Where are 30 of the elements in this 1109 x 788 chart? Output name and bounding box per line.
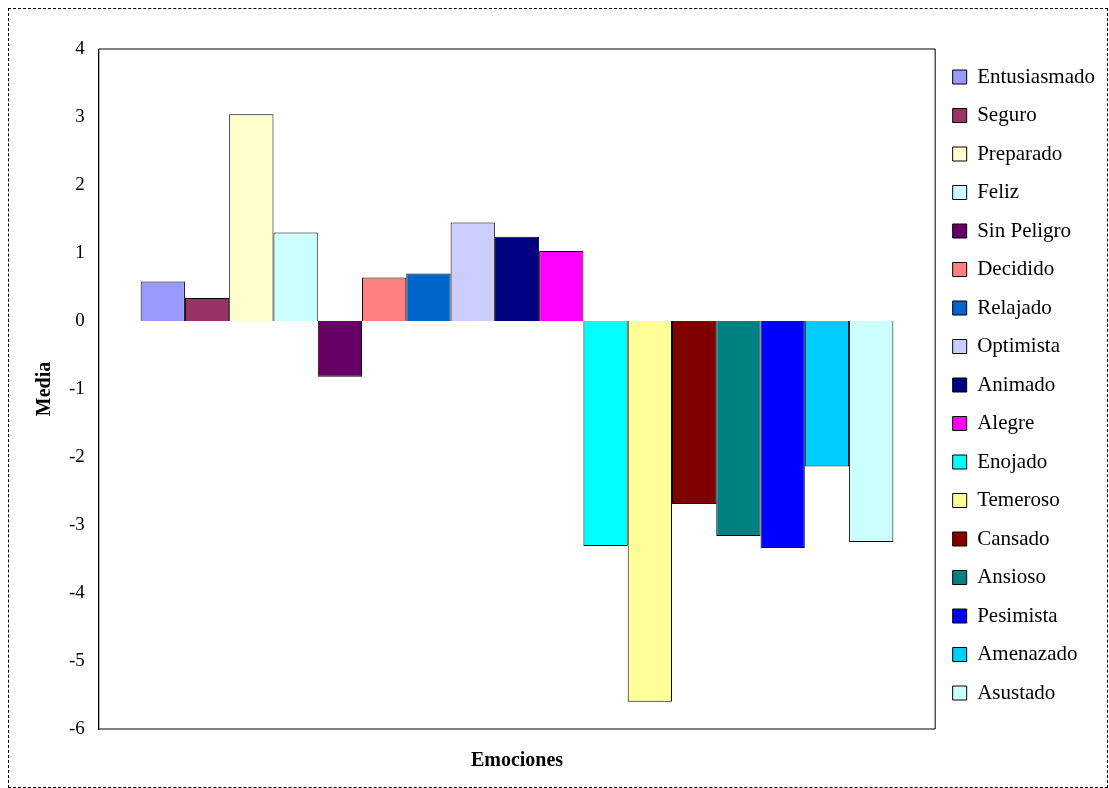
y-axis-title: Media bbox=[32, 361, 55, 417]
y-tick-label: 4 bbox=[75, 36, 86, 58]
y-tick-label: -1 bbox=[69, 376, 85, 398]
y-tick-label: 2 bbox=[75, 172, 85, 194]
legend-label: Relajado bbox=[977, 294, 1052, 319]
legend-label: Animado bbox=[977, 371, 1056, 396]
y-tick-label: -2 bbox=[69, 444, 85, 466]
legend-label: Alegre bbox=[977, 410, 1035, 435]
legend-label: Feliz bbox=[977, 179, 1020, 204]
legend-label: Seguro bbox=[977, 102, 1037, 127]
y-tick-label: -3 bbox=[69, 512, 85, 534]
y-tick-label: 0 bbox=[75, 308, 85, 330]
legend-label: Pesimista bbox=[977, 602, 1059, 627]
y-tick-label: 1 bbox=[75, 240, 85, 262]
y-tick-label: -6 bbox=[69, 716, 85, 738]
x-axis-title: Emociones bbox=[470, 748, 564, 771]
y-tick-label: -4 bbox=[69, 580, 86, 602]
legend-label: Enojado bbox=[977, 448, 1048, 473]
legend-label: Asustado bbox=[977, 679, 1056, 704]
legend-label: Ansioso bbox=[977, 564, 1047, 589]
legend-label: Optimista bbox=[977, 333, 1061, 358]
y-tick-label: 3 bbox=[75, 104, 85, 126]
legend-label: Amenazado bbox=[977, 641, 1078, 666]
legend-label: Temeroso bbox=[977, 487, 1060, 512]
legend-label: Decidido bbox=[977, 256, 1055, 281]
legend-label: Sin Peligro bbox=[977, 217, 1072, 242]
y-tick-label: -5 bbox=[69, 648, 85, 670]
legend-label: Preparado bbox=[977, 140, 1063, 165]
legend-label: Entusiasmado bbox=[977, 63, 1096, 88]
legend-label: Cansado bbox=[977, 525, 1050, 550]
